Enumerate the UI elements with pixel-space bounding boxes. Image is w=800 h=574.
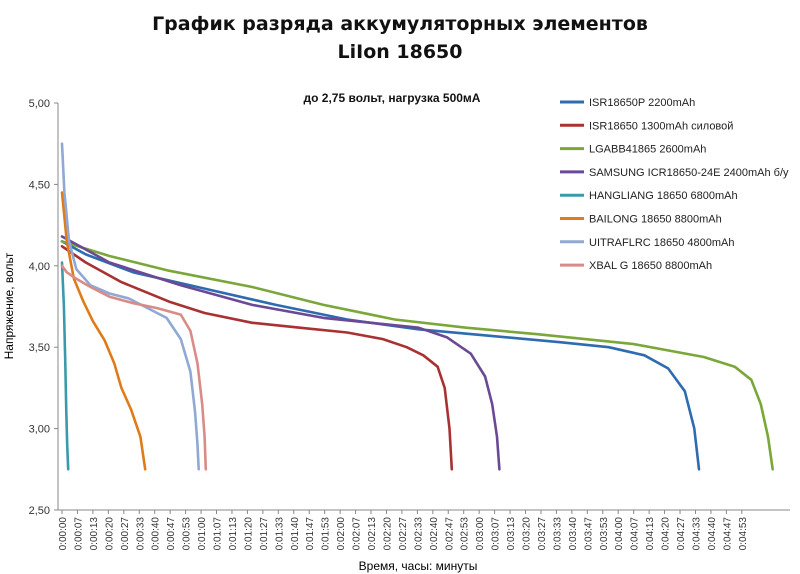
x-tick-label: 0:00:00: [58, 517, 69, 551]
x-tick-label: 0:04:33: [691, 517, 702, 551]
x-tick-label: 0:03:00: [475, 517, 486, 551]
x-tick-label: 0:04:40: [707, 517, 718, 551]
x-tick-label: 0:01:47: [305, 517, 316, 551]
x-tick-label: 0:03:07: [491, 517, 502, 551]
legend-label-8: XBAL G 18650 8800mAh: [589, 260, 712, 272]
x-tick-label: 0:00:47: [166, 517, 177, 551]
x-tick-label: 0:03:40: [568, 517, 579, 551]
y-tick-label: 3,50: [29, 342, 50, 354]
chart-subtitle: до 2,75 вольт, нагрузка 500мА: [304, 91, 481, 105]
x-tick-label: 0:00:33: [135, 517, 146, 551]
y-tick-label: 4,00: [29, 261, 50, 273]
x-tick-label: 0:01:00: [197, 517, 208, 551]
x-tick-label: 0:03:47: [583, 517, 594, 551]
y-axis-ticks: 2,50 3,00 3,50 4,00 4,50 5,00: [29, 98, 58, 517]
x-tick-label: 0:02:07: [352, 517, 363, 551]
x-tick-label: 0:01:27: [259, 517, 270, 551]
x-tick-label: 0:03:27: [537, 517, 548, 551]
x-tick-label: 0:02:33: [413, 517, 424, 551]
series-line-3: [60, 240, 775, 471]
y-tick-label: 5,00: [29, 98, 50, 110]
y-tick-label: 4,50: [29, 179, 50, 191]
x-tick-label: 0:03:33: [552, 517, 563, 551]
x-tick-label: 0:04:20: [661, 517, 672, 551]
legend-label-5: HANGLIANG 18650 6800mAh: [589, 190, 738, 202]
x-tick-label: 0:02:20: [382, 517, 393, 551]
x-tick-label: 0:01:33: [274, 517, 285, 551]
x-tick-label: 0:04:47: [722, 517, 733, 551]
x-tick-label: 0:00:20: [104, 517, 115, 551]
x-tick-label: 0:00:13: [89, 517, 100, 551]
y-axis-label: Напряжение, вольт: [2, 252, 16, 359]
x-tick-label: 0:01:40: [290, 517, 301, 551]
x-tick-label: 0:00:53: [182, 517, 193, 551]
x-tick-label: 0:03:13: [506, 517, 517, 551]
x-tick-label: 0:04:07: [630, 517, 641, 551]
y-tick-label: 3,00: [29, 424, 50, 436]
series-group: [60, 142, 775, 471]
x-tick-label: 0:01:53: [321, 517, 332, 551]
x-tick-label: 0:00:07: [73, 517, 84, 551]
x-tick-label: 0:00:40: [151, 517, 162, 551]
x-tick-label: 0:03:53: [599, 517, 610, 551]
x-tick-label: 0:01:07: [213, 517, 224, 551]
x-tick-label: 0:04:00: [614, 517, 625, 551]
series-line-8: [60, 264, 208, 471]
x-axis-ticks: 0:00:00 0:00:07 0:00:13 0:00:20 0:00:27 0:00:…: [58, 510, 749, 550]
x-tick-label: 0:02:53: [460, 517, 471, 551]
chart-title-line-2: LiIon 18650: [338, 41, 463, 63]
legend-label-2: ISR18650 1300mAh силовой: [589, 120, 733, 132]
legend-label-3: LGABB41865 2600mAh: [589, 144, 706, 156]
x-tick-label: 0:02:40: [429, 517, 440, 551]
x-tick-label: 0:02:00: [336, 517, 347, 551]
chart-title-line-1: График разряда аккумуляторных элементов: [152, 13, 648, 35]
legend-label-4: SAMSUNG ICR18650-24E 2400mAh б/у: [589, 167, 789, 179]
series-line-5: [60, 261, 70, 471]
series-line-2: [60, 245, 454, 471]
x-tick-label: 0:04:53: [738, 517, 749, 551]
legend-label-7: UITRAFLRC 18650 4800mAh: [589, 237, 735, 249]
x-axis-label: Время, часы: минуты: [359, 559, 478, 573]
x-tick-label: 0:04:13: [645, 517, 656, 551]
legend-label-6: BAILONG 18650 8800mAh: [589, 214, 722, 226]
x-tick-label: 0:01:20: [243, 517, 254, 551]
legend-label-1: ISR18650P 2200mAh: [589, 97, 695, 109]
x-tick-label: 0:02:47: [444, 517, 455, 551]
y-tick-label: 2,50: [29, 505, 50, 517]
series-line-4: [60, 235, 501, 471]
x-tick-label: 0:04:27: [676, 517, 687, 551]
legend: ISR18650P 2200mAh ISR18650 1300mAh силово…: [560, 97, 789, 272]
series-line-6: [60, 191, 147, 471]
x-tick-label: 0:00:27: [120, 517, 131, 551]
x-tick-label: 0:01:13: [228, 517, 239, 551]
x-tick-label: 0:02:13: [367, 517, 378, 551]
x-tick-label: 0:02:27: [398, 517, 409, 551]
x-tick-label: 0:03:20: [522, 517, 533, 551]
